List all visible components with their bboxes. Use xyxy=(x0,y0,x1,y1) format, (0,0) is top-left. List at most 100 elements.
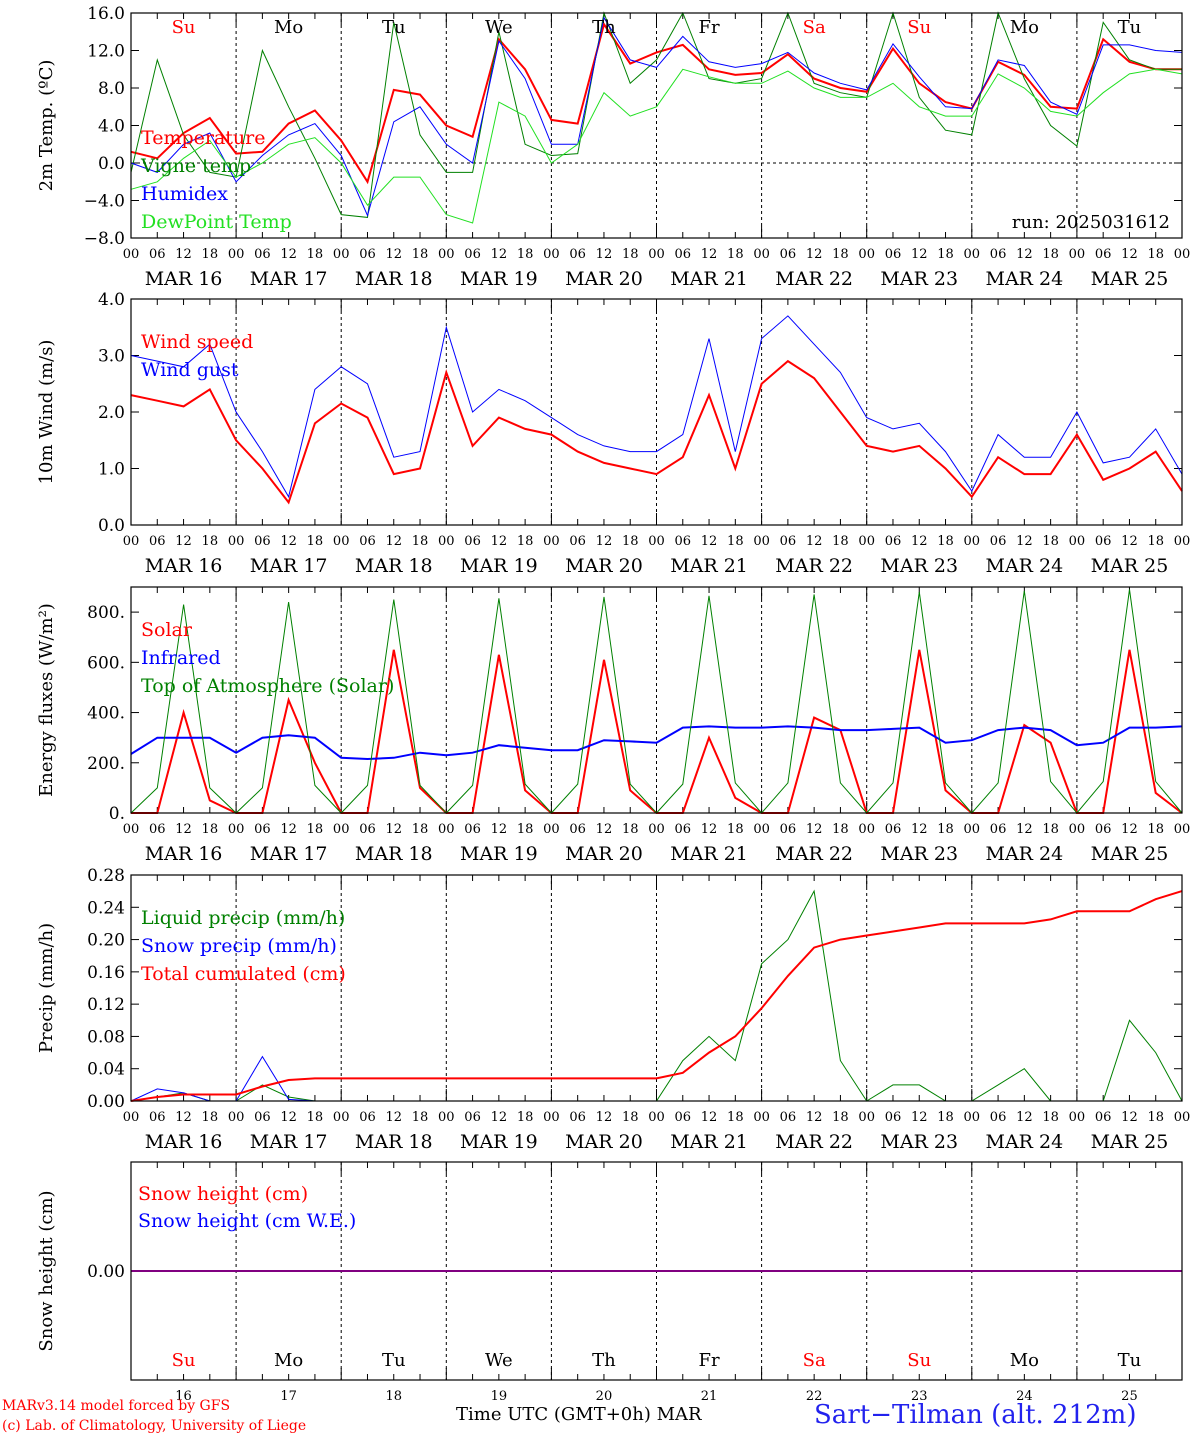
hour-tick-label: 00 xyxy=(648,822,665,837)
hour-tick-label: 00 xyxy=(648,247,665,262)
hour-tick-label: 12 xyxy=(701,247,718,262)
panel-2: 0.0 1.0 2.0 3.0 4.0 10m Wind (m/s) Wind speed W… xyxy=(36,290,1190,577)
y-tick-label: 0.00 xyxy=(87,1092,125,1112)
hour-tick-label: 18 xyxy=(202,247,219,262)
hour-tick-label: 18 xyxy=(937,1110,954,1125)
y-tick-label: 4.0 xyxy=(98,117,125,137)
hour-tick-label: 06 xyxy=(885,822,902,837)
hour-tick-label: 00 xyxy=(333,247,350,262)
hour-tick-label: 00 xyxy=(438,534,455,549)
hour-tick-label: 06 xyxy=(675,1110,692,1125)
hour-tick-label: 06 xyxy=(1095,247,1112,262)
hour-tick-label: 06 xyxy=(780,534,797,549)
hour-tick-label: 18 xyxy=(202,822,219,837)
date-label: MAR 23 xyxy=(880,1131,958,1153)
hour-tick-label: 06 xyxy=(1095,1110,1112,1125)
hour-tick-label: 18 xyxy=(307,534,324,549)
day-number-label: 23 xyxy=(911,1389,928,1404)
day-number-label: 22 xyxy=(806,1389,823,1404)
credit-model: MARv3.14 model forced by GFS xyxy=(2,1398,231,1414)
hour-tick-label: 00 xyxy=(438,822,455,837)
y-tick-label: 0.08 xyxy=(87,1027,125,1047)
hour-tick-label: 06 xyxy=(1095,534,1112,549)
weekday-label: Mo xyxy=(274,17,303,38)
hour-tick-label: 12 xyxy=(701,1110,718,1125)
hour-tick-label: 12 xyxy=(175,1110,192,1125)
weekday-label: Fr xyxy=(699,1350,720,1371)
series-line xyxy=(130,11,1182,218)
date-label: MAR 18 xyxy=(355,268,433,290)
hour-tick-label: 00 xyxy=(858,1110,875,1125)
series-line xyxy=(130,68,1183,224)
hour-tick-label: 00 xyxy=(333,1110,350,1125)
weekday-label: Sa xyxy=(803,1350,826,1371)
date-label: MAR 23 xyxy=(880,555,958,577)
date-label: MAR 16 xyxy=(145,555,223,577)
hour-tick-label: 06 xyxy=(464,822,481,837)
date-label: MAR 24 xyxy=(985,268,1063,290)
date-label: MAR 17 xyxy=(250,555,328,577)
hour-tick-label: 06 xyxy=(990,534,1007,549)
hour-tick-label: 18 xyxy=(1042,534,1059,549)
y-tick-label: 0.16 xyxy=(87,963,125,983)
hour-tick-label: 00 xyxy=(1174,822,1191,837)
date-label: MAR 19 xyxy=(460,268,538,290)
date-label: MAR 17 xyxy=(250,268,328,290)
hour-tick-label: 12 xyxy=(1016,534,1033,549)
y-tick-label: 0.0 xyxy=(98,154,125,174)
hour-tick-label: 12 xyxy=(385,1110,402,1125)
hour-tick-label: 00 xyxy=(858,534,875,549)
date-label: MAR 21 xyxy=(670,268,748,290)
legend-entry: Temperature xyxy=(141,127,265,149)
hour-tick-label: 00 xyxy=(964,1110,981,1125)
hour-tick-label: 06 xyxy=(254,247,271,262)
date-label: MAR 18 xyxy=(355,843,433,865)
hour-tick-label: 12 xyxy=(806,1110,823,1125)
hour-tick-label: 00 xyxy=(228,247,245,262)
y-tick-label: 16.0 xyxy=(87,4,125,24)
date-label: MAR 20 xyxy=(565,268,643,290)
date-label: MAR 21 xyxy=(670,1131,748,1153)
hour-tick-label: 00 xyxy=(1069,534,1086,549)
hour-tick-label: 12 xyxy=(701,822,718,837)
hour-tick-label: 12 xyxy=(911,534,928,549)
weekday-label: Mo xyxy=(1010,1350,1039,1371)
hour-tick-label: 18 xyxy=(517,534,534,549)
date-label: MAR 21 xyxy=(670,843,748,865)
panel-5: 0.00 Snow height (cm) Snow height (cm) Snow… xyxy=(36,1161,1183,1404)
hour-tick-label: 00 xyxy=(753,822,770,837)
weekday-label: Th xyxy=(592,17,616,38)
hour-tick-label: 12 xyxy=(280,247,297,262)
hour-tick-label: 18 xyxy=(1042,247,1059,262)
date-label: MAR 17 xyxy=(250,843,328,865)
y-tick-label: −4.0 xyxy=(84,192,125,212)
legend-entry: Humidex xyxy=(141,183,228,205)
y-axis-label: Energy fluxes (W/m²) xyxy=(36,603,57,797)
date-label: MAR 21 xyxy=(670,555,748,577)
hour-tick-label: 12 xyxy=(701,534,718,549)
y-tick-label: 0.20 xyxy=(87,931,125,951)
y-tick-label: 2.0 xyxy=(98,403,125,423)
weekday-label: Mo xyxy=(274,1350,303,1371)
date-label: MAR 23 xyxy=(880,268,958,290)
weekday-label: Mo xyxy=(1010,17,1039,38)
hour-tick-label: 12 xyxy=(491,1110,508,1125)
y-tick-label: 400. xyxy=(87,704,125,724)
date-label: MAR 25 xyxy=(1091,268,1169,290)
day-number-label: 19 xyxy=(491,1389,508,1404)
hour-tick-label: 00 xyxy=(543,822,560,837)
legend-entry: Snow height (cm) xyxy=(138,1183,308,1205)
hour-tick-label: 12 xyxy=(596,534,613,549)
panel-1: −8.0 −4.0 0.0 4.0 8.0 12.0 16.0 2m Temp. (ºC) Te… xyxy=(36,4,1190,290)
legend-entry: DewPoint Temp xyxy=(141,211,292,233)
panel-4: 0.00 0.04 0.08 0.12 0.16 0.20 0.24 0.28 Precip (… xyxy=(36,866,1190,1153)
hour-tick-label: 00 xyxy=(123,247,140,262)
hour-tick-label: 00 xyxy=(228,1110,245,1125)
legend-entry: Snow height (cm W.E.) xyxy=(138,1210,356,1232)
weekday-label: Su xyxy=(172,17,196,38)
hour-tick-label: 12 xyxy=(175,822,192,837)
station-label: Sart−Tilman (alt. 212m) xyxy=(814,1400,1137,1430)
hour-tick-label: 12 xyxy=(491,822,508,837)
panel-3: 0. 200. 400. 600. 800. Energy fluxes (W/m²) So… xyxy=(36,586,1191,865)
hour-tick-label: 12 xyxy=(1121,247,1138,262)
